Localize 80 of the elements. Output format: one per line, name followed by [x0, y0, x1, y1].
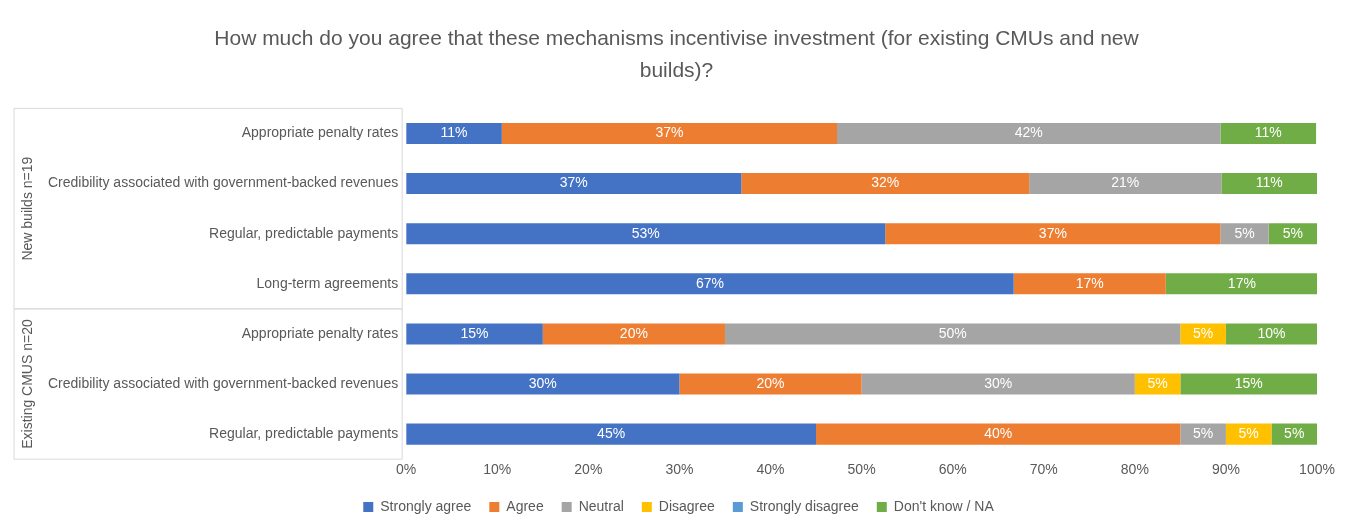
bar: [406, 173, 742, 195]
bar: [885, 223, 1221, 245]
bar: [501, 122, 837, 144]
x-tick-label: 50%: [847, 461, 876, 478]
data-label: 40%: [984, 425, 1013, 441]
y-tick-label: Regular, predictable payments: [209, 425, 399, 441]
data-label: 5%: [1284, 425, 1305, 441]
legend-label: Strongly agree: [380, 497, 472, 514]
text: Existing CMUS n=20: [18, 319, 35, 449]
y-tick-label: Credibility associated with government-backed revenues: [47, 374, 399, 391]
bar: [724, 323, 1181, 345]
data-label: 67%: [695, 274, 724, 291]
bar: [406, 323, 543, 345]
bar: [1013, 273, 1166, 295]
legend-label: Don't know / NA: [893, 497, 995, 514]
data-label: 30%: [984, 374, 1013, 391]
x-tick-label: 90%: [1211, 461, 1240, 478]
data-label: 17%: [1075, 274, 1104, 291]
bar: [406, 122, 502, 144]
y-tick-label: Appropriate penalty rates: [241, 324, 399, 341]
text: New builds n=19: [18, 156, 35, 261]
data-label: 5%: [1238, 425, 1259, 441]
data-label: 50%: [938, 324, 967, 341]
x-tick-label: 60%: [938, 461, 967, 478]
data-label: 30%: [528, 374, 557, 391]
x-tick-label: 70%: [1029, 461, 1058, 478]
data-label: 17%: [1227, 274, 1256, 291]
y-tick-label: Regular, predictable payments: [209, 224, 399, 241]
data-label: 10%: [1257, 324, 1286, 341]
y-tick-label: Credibility associated with government-backed revenues: [47, 174, 399, 191]
bar: [406, 423, 817, 445]
data-label: 45%: [597, 425, 626, 441]
y-tick-label: Long-term agreements: [256, 274, 399, 291]
data-label: 11%: [440, 124, 468, 141]
bar: [741, 173, 1030, 195]
x-tick-label: 100%: [1299, 461, 1335, 478]
bar: [406, 273, 1014, 295]
y-tick-label: Appropriate penalty rates: [241, 124, 399, 141]
data-label: 5%: [1193, 425, 1214, 441]
data-label: 11%: [1254, 124, 1282, 141]
data-label: 20%: [619, 324, 648, 341]
bar: [861, 373, 1135, 395]
data-label: 53%: [631, 224, 660, 241]
x-tick-label: 20%: [574, 461, 603, 478]
data-label: 37%: [559, 174, 588, 191]
legend-label: Agree: [506, 497, 544, 514]
data-label: 15%: [460, 324, 489, 341]
bar: [1221, 173, 1317, 195]
bar: [1165, 273, 1317, 295]
bar: [406, 223, 886, 245]
x-tick-label: 30%: [665, 461, 694, 478]
data-label: 21%: [1111, 174, 1140, 191]
data-label: 20%: [756, 374, 785, 391]
bar: [1225, 323, 1317, 345]
data-label: 15%: [1234, 374, 1263, 391]
data-label: 11%: [1255, 174, 1283, 191]
legend-label: Strongly disagree: [749, 497, 860, 514]
data-label: 5%: [1147, 374, 1168, 391]
x-tick-label: 40%: [756, 461, 785, 478]
bar: [1180, 373, 1317, 395]
data-label: 5%: [1282, 224, 1303, 241]
bar: [542, 323, 725, 345]
x-tick-label: 0%: [396, 461, 417, 478]
data-label: 5%: [1193, 324, 1214, 341]
data-label: 5%: [1234, 224, 1255, 241]
chart-title: How much do you agree that these mechanisms incentivise investment (for existing CMUs and new builds)?: [213, 25, 1140, 83]
bar: [406, 373, 680, 395]
data-label: 32%: [871, 174, 900, 191]
bar: [1029, 173, 1222, 195]
bar: [679, 373, 862, 395]
bar: [837, 122, 1221, 144]
legend-label: Neutral: [578, 497, 624, 514]
legend-label: Disagree: [658, 497, 716, 514]
data-label: 37%: [1038, 224, 1067, 241]
data-label: 42%: [1014, 124, 1043, 141]
x-tick-label: 80%: [1120, 461, 1149, 478]
bar: [1220, 122, 1317, 144]
bar: [816, 423, 1181, 445]
data-label: 37%: [655, 124, 684, 141]
x-tick-label: 10%: [483, 461, 512, 478]
